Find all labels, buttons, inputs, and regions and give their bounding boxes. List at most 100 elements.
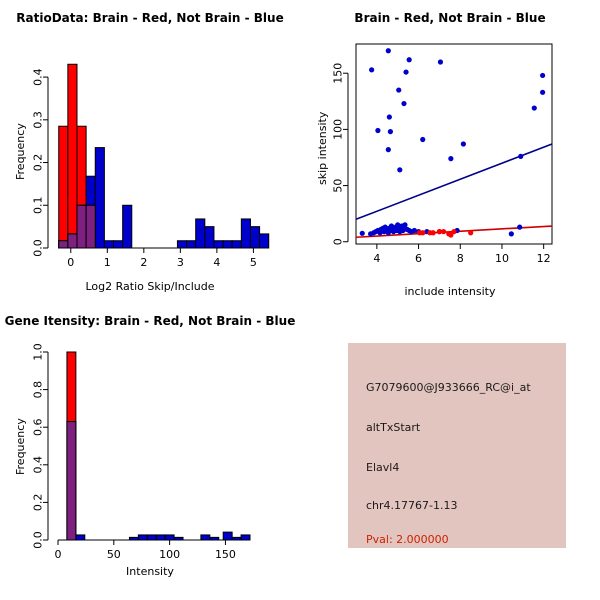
- ratio-histogram-x-tick-label: 5: [250, 256, 257, 269]
- scatter-point-not-brain: [403, 69, 409, 75]
- scatter-point-not-brain: [420, 136, 426, 143]
- gene-bar-not-brain: [146, 534, 157, 541]
- scatter-point-brain: [436, 229, 443, 235]
- scatter-point-not-brain: [540, 89, 546, 95]
- ratio-histogram-y-tick-label: 0.1: [32, 197, 45, 215]
- ratio-bar-not-brain: [204, 226, 215, 249]
- intensity-scatter-x-tick-label: 6: [415, 252, 422, 265]
- scatter-point-not-brain: [402, 222, 408, 228]
- scatter-point-brain: [451, 229, 457, 235]
- ratio-bar-not-brain: [231, 240, 242, 249]
- ratio-bar-not-brain: [222, 240, 233, 249]
- gene-intensity-histogram-y-tick-label: 0.6: [32, 418, 45, 436]
- intensity-scatter-title: Brain - Red, Not Brain - Blue: [354, 11, 546, 25]
- intensity-scatter-y-tick-label: 0: [332, 238, 345, 245]
- gene-bar-not-brain: [155, 534, 166, 541]
- pval-text: Pval: 2.000000: [366, 533, 449, 546]
- gene-symbol-text: Elavl4: [366, 461, 400, 474]
- gene-intensity-histogram-x-tick-label: 50: [107, 548, 121, 561]
- ratio-bar-not-brain: [249, 226, 261, 249]
- gene-intensity-histogram-y-tick-label: 0.8: [32, 381, 45, 399]
- ratio-histogram-y-tick-label: 0.3: [32, 111, 45, 128]
- ratio-histogram-canvas: 0 1 2 3 4 5 0.0 0.1 0.2 0.3 0.4: [32, 63, 270, 269]
- scatter-point-brain: [420, 230, 426, 236]
- gene-intensity-histogram-xlabel: Intensity: [126, 565, 174, 578]
- scatter-point-not-brain: [385, 48, 391, 54]
- gene-intensity-histogram-y-tick-label: 1.0: [32, 343, 45, 361]
- ratio-bar-not-brain: [195, 218, 206, 249]
- gene-bar-not-brain: [200, 534, 211, 541]
- scatter-point-not-brain: [397, 167, 403, 173]
- gene-intensity-histogram-y-tick-label: 0.4: [32, 456, 45, 474]
- ratio-histogram-x-tick-label: 1: [104, 256, 111, 269]
- gene-intensity-histogram-ylabel: Frequency: [14, 418, 27, 475]
- ratio-bar-not-brain: [103, 240, 115, 249]
- scatter-point-not-brain: [387, 129, 394, 135]
- ratio-bar-overlap: [58, 240, 69, 249]
- ratio-histogram-xlabel: Log2 Ratio Skip/Include: [85, 280, 215, 293]
- gene-info-panel: G7079600@J933666_RC@i_at altTxStart Elav…: [300, 300, 600, 600]
- ratio-histogram-title: RatioData: Brain - Red, Not Brain - Blue: [16, 11, 284, 25]
- gene-intensity-histogram-x-tick-label: 0: [55, 548, 62, 561]
- probe-id-text: G7079600@J933666_RC@i_at: [366, 381, 531, 394]
- ratio-histogram-x-tick-label: 2: [140, 256, 147, 269]
- ratio-histogram-x-tick-label: 4: [213, 256, 220, 269]
- intensity-scatter-x-tick-label: 4: [373, 252, 380, 265]
- ratio-histogram-y-tick-label: 0.4: [32, 68, 45, 86]
- ratio-histogram-y-tick-label: 0.0: [32, 239, 45, 257]
- intensity-scatter-y-tick-label: 50: [332, 179, 345, 193]
- scatter-point-not-brain: [508, 231, 514, 237]
- scatter-point-not-brain: [540, 72, 546, 79]
- scatter-point-not-brain: [460, 141, 466, 147]
- intensity-scatter-y-tick-label: 150: [332, 63, 345, 84]
- gene-intensity-histogram-canvas: 0 50 100 150 0.0 0.2 0.4 0.6 0.8 1.0: [32, 343, 251, 561]
- gene-intensity-histogram-title: Gene Itensity: Brain - Red, Not Brain - …: [4, 314, 296, 328]
- scatter-point-not-brain: [385, 147, 391, 153]
- ratio-histogram-ylabel: Frequency: [14, 123, 27, 180]
- scatter-point-not-brain: [375, 127, 381, 134]
- ratio-bar-brain: [67, 63, 78, 249]
- ratio-histogram-y-tick-label: 0.2: [32, 154, 45, 172]
- gene-bar-not-brain: [164, 534, 175, 541]
- scatter-point-not-brain: [448, 156, 454, 162]
- ratio-histogram-panel: RatioData: Brain - Red, Not Brain - Blue…: [0, 0, 300, 300]
- ratio-bar-brain: [58, 125, 69, 249]
- scatter-point-not-brain: [406, 57, 412, 63]
- intensity-scatter-x-tick-label: 8: [457, 252, 464, 265]
- scatter-point-not-brain: [395, 222, 401, 228]
- ratio-histogram-x-tick-label: 3: [177, 256, 184, 269]
- intensity-scatter-panel: Brain - Red, Not Brain - Blue 4 6 8 10 12 0 50…: [300, 0, 600, 300]
- intensity-scatter-x-tick-label: 10: [495, 252, 509, 265]
- ratio-bar-not-brain: [122, 204, 133, 249]
- ratio-bar-not-brain: [113, 240, 124, 249]
- gene-bar-not-brain: [75, 534, 86, 541]
- scatter-point-brain: [430, 230, 436, 236]
- ratio-bar-not-brain: [213, 240, 224, 249]
- intensity-scatter-x-tick-label: 12: [537, 252, 551, 265]
- scatter-point-not-brain: [411, 227, 417, 234]
- ratio-bar-not-brain: [176, 240, 188, 249]
- scatter-point-not-brain: [386, 114, 392, 120]
- gene-bar-overlap: [66, 421, 77, 541]
- locus-text: chr4.17767-1.13: [366, 499, 458, 512]
- gene-intensity-histogram-x-tick-label: 150: [215, 548, 236, 561]
- ratio-bar-overlap: [67, 233, 78, 249]
- scatter-plot-frame: [355, 43, 553, 245]
- gene-intensity-histogram-y-tick-label: 0.0: [32, 531, 45, 549]
- gene-intensity-histogram-panel: Gene Itensity: Brain - Red, Not Brain - …: [0, 300, 300, 600]
- intensity-scatter-canvas: 4 6 8 10 12 0 50 100 150: [332, 43, 553, 265]
- gene-bar-not-brain: [240, 534, 251, 541]
- ratio-bar-not-brain: [240, 218, 251, 249]
- gene-intensity-histogram-y-tick-label: 0.2: [32, 494, 45, 512]
- scatter-point-brain: [468, 230, 474, 236]
- scatter-point-not-brain: [517, 224, 523, 230]
- scatter-point-not-brain: [401, 100, 407, 107]
- ratio-bar-not-brain: [186, 240, 197, 249]
- gene-bar-not-brain: [137, 534, 148, 541]
- scatter-point-not-brain: [369, 67, 375, 73]
- ratio-histogram-x-tick-label: 0: [67, 256, 74, 269]
- scatter-point-not-brain: [396, 87, 402, 93]
- intensity-scatter-y-tick-label: 100: [332, 119, 345, 140]
- gene-bar-not-brain: [222, 531, 233, 541]
- scatter-point-not-brain: [531, 105, 537, 111]
